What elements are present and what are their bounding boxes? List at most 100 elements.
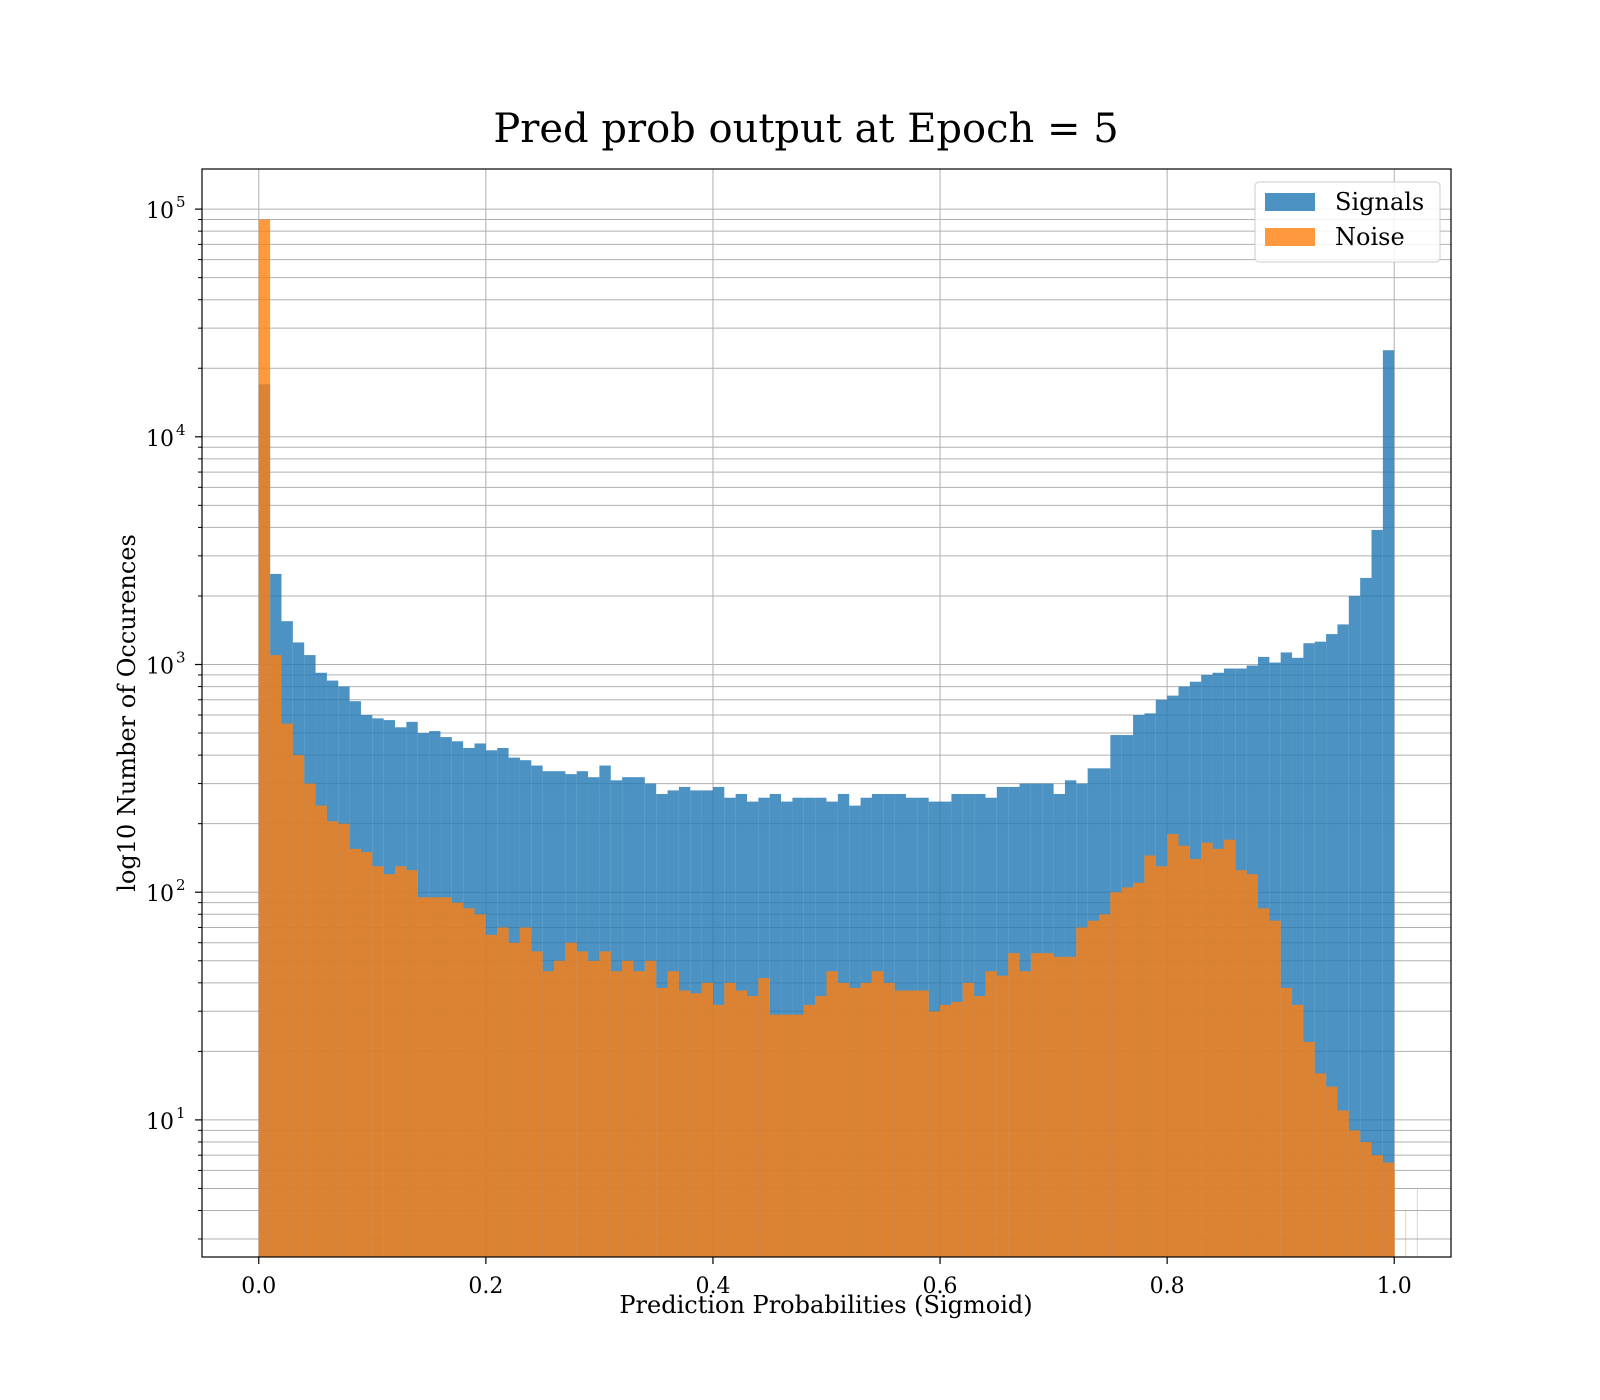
x-tick-label: 0.2 bbox=[468, 1274, 503, 1299]
noise-bar bbox=[883, 982, 895, 1257]
noise-bar bbox=[1110, 892, 1122, 1257]
noise-bar bbox=[1246, 874, 1258, 1257]
noise-bar bbox=[974, 996, 986, 1257]
noise-bar bbox=[1382, 1162, 1395, 1257]
noise-bar bbox=[894, 990, 906, 1257]
noise-bar bbox=[815, 996, 827, 1257]
noise-bar bbox=[360, 852, 373, 1257]
noise-bar bbox=[417, 897, 430, 1257]
noise-bar bbox=[1303, 1041, 1315, 1257]
x-tick-label: 0.6 bbox=[923, 1274, 958, 1299]
signals-bar bbox=[1382, 350, 1395, 1257]
y-tick-label: 10 bbox=[146, 655, 174, 680]
legend-label-signals: Signals bbox=[1335, 188, 1424, 216]
noise-bar bbox=[1416, 1188, 1418, 1257]
noise-bar bbox=[1030, 953, 1043, 1257]
noise-bar bbox=[849, 987, 861, 1257]
signals-bar bbox=[1303, 643, 1315, 1257]
noise-bar bbox=[474, 914, 486, 1257]
noise-bar bbox=[792, 1014, 804, 1257]
legend-label-noise: Noise bbox=[1335, 223, 1405, 251]
noise-bar bbox=[1099, 914, 1111, 1257]
noise-bar bbox=[1042, 953, 1054, 1257]
signals-bar bbox=[1348, 595, 1361, 1257]
noise-bar bbox=[1201, 842, 1213, 1257]
noise-bar bbox=[1348, 1130, 1361, 1257]
noise-bar bbox=[1189, 858, 1202, 1257]
signals-bar bbox=[1360, 577, 1372, 1257]
noise-bar bbox=[565, 942, 577, 1257]
noise-bar bbox=[758, 977, 770, 1257]
x-tick-label: 0.4 bbox=[695, 1274, 730, 1299]
noise-bar bbox=[429, 897, 441, 1257]
noise-bar bbox=[1155, 866, 1168, 1257]
y-tick-label: 10 bbox=[146, 882, 174, 907]
noise-bar bbox=[644, 960, 657, 1257]
noise-bar bbox=[690, 993, 702, 1257]
noise-bar bbox=[656, 987, 668, 1257]
x-tick-label: 0.8 bbox=[1150, 1274, 1185, 1299]
noise-bar bbox=[712, 1004, 725, 1257]
noise-bar bbox=[281, 723, 293, 1257]
y-tick-exponent: 1 bbox=[176, 1104, 186, 1122]
noise-bar bbox=[372, 866, 384, 1257]
noise-bar bbox=[1019, 971, 1031, 1257]
noise-bar bbox=[1212, 848, 1224, 1257]
noise-bar bbox=[701, 982, 713, 1257]
noise-bar bbox=[996, 975, 1009, 1257]
noise-bar bbox=[1144, 855, 1156, 1257]
noise-bar bbox=[860, 982, 872, 1257]
noise-bar bbox=[1008, 953, 1020, 1257]
noise-bar bbox=[383, 874, 396, 1257]
y-tick-exponent: 5 bbox=[176, 193, 186, 211]
noise-bar bbox=[1053, 956, 1065, 1257]
noise-bar bbox=[1121, 887, 1134, 1257]
noise-bar bbox=[1257, 908, 1270, 1257]
noise-bar bbox=[1269, 920, 1281, 1257]
y-tick-label: 10 bbox=[146, 1110, 174, 1135]
noise-bar bbox=[610, 971, 623, 1257]
noise-bar bbox=[1371, 1155, 1383, 1257]
noise-bar bbox=[928, 1011, 941, 1257]
noise-bar bbox=[508, 942, 520, 1257]
noise-bar bbox=[678, 990, 691, 1257]
noise-bar bbox=[270, 655, 282, 1257]
noise-bar bbox=[985, 971, 997, 1257]
x-tick-label: 1.0 bbox=[1377, 1274, 1412, 1299]
signals-bar bbox=[1292, 657, 1304, 1257]
noise-bars bbox=[258, 219, 1418, 1258]
legend: Signals Noise bbox=[1254, 181, 1441, 263]
noise-bar bbox=[622, 960, 634, 1257]
x-axis-ticks: 0.0 0.2 0.4 0.6 0.8 1.0 bbox=[241, 1257, 1412, 1299]
noise-bar bbox=[485, 934, 498, 1257]
noise-bar bbox=[395, 866, 407, 1257]
noise-bar bbox=[1087, 920, 1100, 1257]
noise-bar bbox=[1223, 839, 1236, 1257]
noise-bar bbox=[440, 897, 452, 1257]
noise-bar bbox=[349, 848, 361, 1257]
y-axis-label: log10 Number of Occurences bbox=[113, 534, 141, 892]
noise-bar bbox=[292, 755, 305, 1257]
noise-bar bbox=[1133, 882, 1145, 1257]
noise-bar bbox=[1405, 1210, 1407, 1257]
noise-bar bbox=[940, 1004, 952, 1257]
x-tick-label: 0.0 bbox=[241, 1274, 276, 1299]
signals-bar bbox=[1371, 529, 1383, 1257]
noise-bar bbox=[304, 783, 316, 1257]
noise-bar bbox=[1064, 956, 1077, 1257]
noise-bar bbox=[315, 805, 327, 1257]
noise-bar bbox=[803, 1004, 816, 1257]
noise-bar bbox=[1235, 870, 1247, 1257]
noise-bar bbox=[1394, 1170, 1395, 1257]
noise-bar bbox=[826, 971, 838, 1257]
noise-bar bbox=[1292, 1004, 1304, 1257]
noise-bar bbox=[1076, 927, 1088, 1257]
noise-bar bbox=[1178, 845, 1190, 1257]
noise-bar bbox=[962, 982, 975, 1257]
noise-bar bbox=[519, 927, 532, 1257]
plot-frame bbox=[201, 168, 1452, 1258]
noise-bar bbox=[724, 982, 736, 1257]
noise-bar bbox=[837, 982, 850, 1257]
noise-bar bbox=[781, 1014, 793, 1257]
noise-bar bbox=[871, 971, 884, 1257]
